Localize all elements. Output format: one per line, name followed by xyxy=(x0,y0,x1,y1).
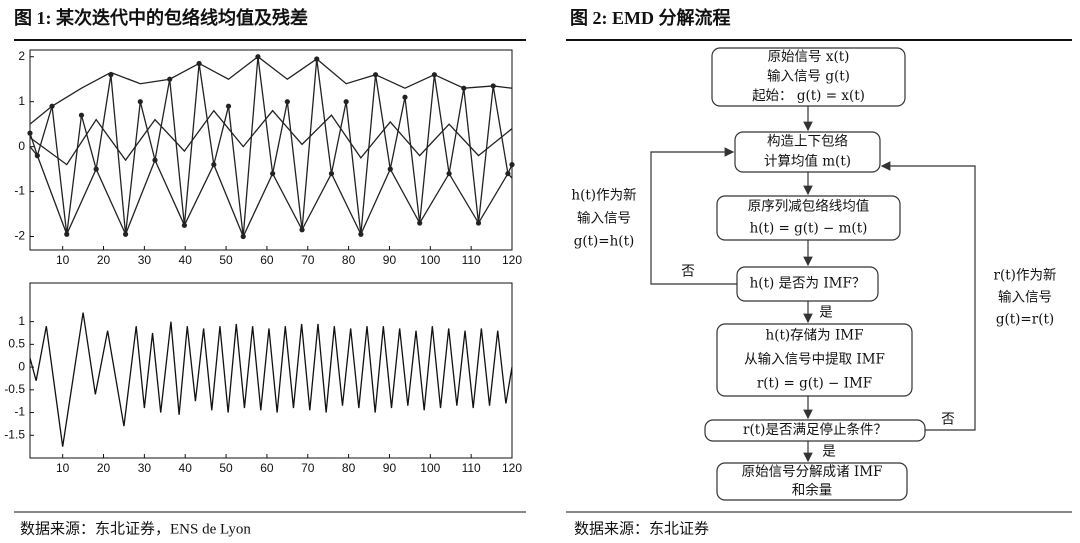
x-tick-label: 70 xyxy=(301,253,315,267)
data-point xyxy=(137,99,143,105)
flow-node xyxy=(704,419,926,442)
x-tick-label: 40 xyxy=(179,461,193,475)
y-tick-label: 0.5 xyxy=(8,337,25,351)
node-text: 计算均值 m(t) xyxy=(764,154,851,170)
source: 数据来源：东北证券 xyxy=(574,520,709,537)
y-tick-label: -2 xyxy=(14,229,25,243)
node-text: h(t) 是否为 IMF？ xyxy=(750,276,866,292)
data-line xyxy=(29,146,513,239)
node-text: 起始： g(t) = x(t) xyxy=(752,88,865,104)
side-note: r(t)作为新 xyxy=(994,268,1057,284)
side-note: h(t)作为新 xyxy=(571,188,636,204)
node-text: h(t)存储为 IMF xyxy=(766,328,864,344)
x-tick-label: 70 xyxy=(301,461,315,475)
y-tick-label: -1 xyxy=(14,184,25,198)
flow-node xyxy=(734,131,881,173)
x-tick-label: 100 xyxy=(420,461,440,475)
data-point xyxy=(225,103,232,109)
data-point xyxy=(27,130,33,136)
y-tick-label: 1 xyxy=(18,314,25,328)
edge-label: 是 xyxy=(822,444,836,460)
edge-label: 否 xyxy=(941,412,955,428)
x-tick-label: 20 xyxy=(97,461,111,475)
flow-node xyxy=(736,266,879,302)
data-point xyxy=(284,99,290,105)
x-tick-label: 50 xyxy=(219,461,233,475)
x-tick-label: 110 xyxy=(462,253,481,267)
x-tick-label: 40 xyxy=(179,253,193,267)
x-tick-label: 90 xyxy=(383,461,397,475)
x-tick-label: 100 xyxy=(420,253,440,267)
y-tick-label: 1 xyxy=(18,94,25,108)
edge-label: 是 xyxy=(819,305,833,321)
data-point xyxy=(509,162,515,168)
data-line xyxy=(29,109,513,166)
x-tick-label: 10 xyxy=(56,461,70,475)
x-tick-label: 10 xyxy=(56,253,70,267)
side-note: g(t)=h(t) xyxy=(574,234,635,250)
x-tick-label: 110 xyxy=(462,461,481,475)
x-tick-label: 30 xyxy=(138,461,152,475)
source: 数据来源：东北证券，ENS de Lyon xyxy=(20,520,251,537)
node-text: r(t) = g(t) − IMF xyxy=(757,376,872,392)
data-point xyxy=(78,112,85,118)
node-text: 构造上下包络 xyxy=(767,134,848,150)
node-text: 原序列减包络线均值 xyxy=(748,199,870,215)
y-tick-label: -1.5 xyxy=(4,427,25,441)
y-tick-label: 0 xyxy=(18,139,25,153)
y-tick-label: 2 xyxy=(18,49,25,63)
plot-frame xyxy=(29,282,513,459)
y-tick-label: -0.5 xyxy=(4,382,25,396)
flow-node xyxy=(716,323,913,397)
side-note: 输入信号 xyxy=(577,211,631,227)
x-tick-label: 90 xyxy=(383,253,397,267)
x-tick-label: 30 xyxy=(138,253,152,267)
x-tick-label: 50 xyxy=(219,253,233,267)
x-tick-label: 60 xyxy=(260,253,274,267)
node-text: 和余量 xyxy=(792,481,833,498)
side-note: g(t)=r(t) xyxy=(996,312,1054,328)
node-text: 原始信号分解成诸 IMF xyxy=(742,464,883,480)
x-tick-label: 20 xyxy=(97,253,111,267)
node-text: 原始信号 x(t) xyxy=(768,49,850,65)
data-point xyxy=(343,99,349,105)
node-text: 输入信号 g(t) xyxy=(767,69,850,85)
node-text: h(t) = g(t) − m(t) xyxy=(750,221,868,237)
x-tick-label: 120 xyxy=(502,461,522,475)
flow-node xyxy=(711,47,906,107)
edge-label: 否 xyxy=(681,264,695,280)
data-point xyxy=(402,94,408,100)
x-tick-label: 60 xyxy=(260,461,274,475)
x-tick-label: 80 xyxy=(342,253,356,267)
side-note: 输入信号 xyxy=(998,290,1052,306)
node-text: 从输入信号中提取 IMF xyxy=(744,352,885,368)
node-text: r(t)是否满足停止条件？ xyxy=(743,421,887,438)
x-tick-label: 80 xyxy=(342,461,356,475)
plot-frame xyxy=(29,49,513,251)
data-line xyxy=(29,56,513,237)
data-line xyxy=(29,312,513,447)
y-tick-label: 0 xyxy=(18,359,25,373)
flow-node xyxy=(716,195,901,241)
data-line xyxy=(29,55,513,125)
flow-connectors xyxy=(650,106,976,463)
figure-title: 图 2: EMD 分解流程 xyxy=(570,7,731,28)
figure-title: 图 1: 某次迭代中的包络线均值及残差 xyxy=(14,7,308,28)
flow-node xyxy=(716,462,908,501)
x-tick-label: 120 xyxy=(502,253,522,267)
y-tick-label: -1 xyxy=(14,405,25,419)
